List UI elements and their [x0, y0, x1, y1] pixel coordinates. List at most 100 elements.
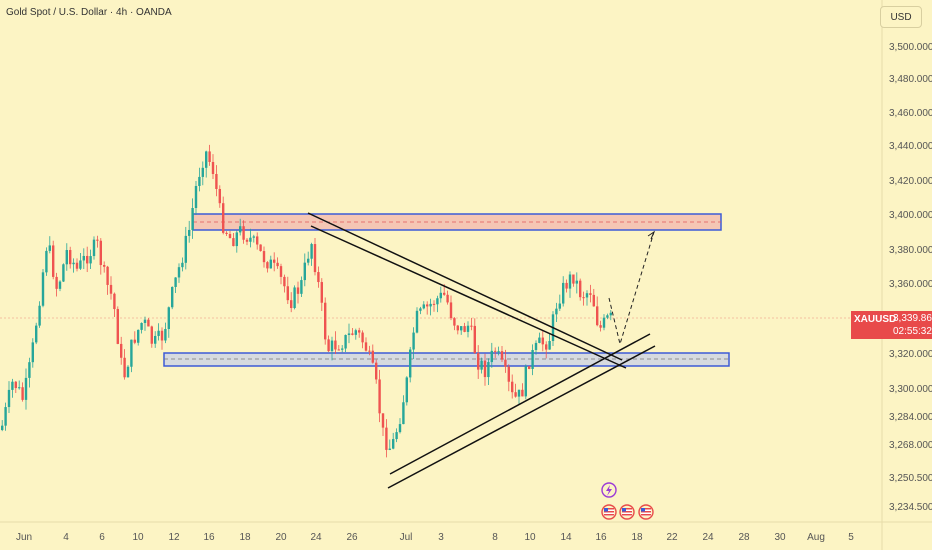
- candle-body: [137, 329, 140, 343]
- candle-body: [412, 332, 415, 350]
- lightning-icon[interactable]: [601, 482, 617, 498]
- candle-body: [194, 185, 198, 209]
- candle-body: [589, 293, 592, 295]
- candle-body: [504, 359, 507, 367]
- descending-trendline-pair[interactable]: [307, 212, 627, 369]
- candle-body: [171, 286, 174, 308]
- candle-body: [490, 350, 493, 363]
- candle-body: [514, 392, 517, 397]
- time-tick: 10: [132, 532, 144, 543]
- candle-body: [208, 151, 211, 162]
- candle-body: [242, 226, 245, 240]
- price-axis[interactable]: 3,500.000 3,480.000 3,460.000 3,440.000 …: [889, 42, 932, 513]
- candle-body: [456, 325, 459, 331]
- price-tick: 3,250.500: [889, 473, 932, 484]
- candle-body: [402, 402, 405, 425]
- chart-title: Gold Spot / U.S. Dollar · 4h · OANDA: [6, 7, 172, 18]
- time-tick: 12: [168, 532, 180, 543]
- candle-body: [69, 250, 72, 265]
- us-flag-icon[interactable]: [601, 504, 617, 520]
- candle-body: [99, 240, 102, 266]
- candle-body: [572, 274, 575, 284]
- candle-body: [157, 330, 160, 336]
- candle-body: [181, 262, 184, 268]
- candle-body: [334, 340, 337, 350]
- price-tick: 3,420.000: [889, 176, 932, 187]
- candle-body: [398, 424, 402, 433]
- price-tick: 3,380.000: [889, 245, 932, 256]
- candle-body: [592, 294, 595, 307]
- event-markers[interactable]: [601, 482, 654, 520]
- candle-body: [191, 208, 194, 230]
- candle-body: [422, 304, 425, 309]
- candle-body: [558, 303, 561, 309]
- candle-body: [154, 335, 157, 344]
- candle-body: [449, 302, 453, 319]
- ascending-trendline-pair[interactable]: [387, 333, 656, 489]
- candle-body: [602, 317, 606, 328]
- time-tick: 30: [774, 532, 786, 543]
- time-tick: 6: [99, 532, 105, 543]
- time-axis[interactable]: Jun 4 6 10 12 16 18 20 24 26 Jul 3 8 10 …: [16, 532, 854, 543]
- support-zone[interactable]: [163, 352, 730, 367]
- candle-body: [276, 262, 279, 267]
- currency-selector-button[interactable]: USD: [880, 6, 922, 28]
- candle-body: [79, 260, 82, 269]
- candle-body: [545, 344, 548, 350]
- candle-body: [460, 326, 463, 331]
- candle-body: [511, 381, 514, 393]
- candle-body: [606, 315, 609, 318]
- time-tick: 8: [492, 532, 498, 543]
- candle-body: [317, 272, 320, 283]
- candle-body: [337, 349, 340, 351]
- price-tick: 3,300.000: [889, 384, 932, 395]
- candle-body: [596, 306, 599, 326]
- candle-body: [330, 340, 334, 352]
- candle-body: [358, 330, 361, 333]
- time-tick: 18: [631, 532, 643, 543]
- candle-body: [562, 282, 565, 304]
- candle-body: [55, 276, 58, 289]
- candle-body: [517, 389, 521, 397]
- candle-body: [364, 342, 368, 351]
- candle-body: [133, 339, 136, 343]
- candle-body: [361, 332, 364, 343]
- candle-body: [609, 312, 612, 316]
- candle-body: [103, 265, 106, 267]
- candle-body: [89, 256, 92, 264]
- candle-body: [75, 262, 79, 269]
- candle-body: [164, 329, 167, 341]
- candle-body: [130, 339, 133, 367]
- candle-body: [235, 232, 238, 247]
- candle-body: [487, 362, 490, 378]
- candle-body: [256, 236, 259, 245]
- candle-body: [534, 342, 538, 350]
- candle-body: [147, 319, 150, 327]
- candle-body: [232, 238, 235, 247]
- candle-body: [395, 432, 398, 440]
- candle-body: [296, 287, 300, 294]
- candle-body: [239, 226, 242, 233]
- candle-body: [252, 236, 255, 238]
- candle-body: [541, 337, 544, 345]
- candle-body: [177, 267, 181, 278]
- candle-body: [225, 232, 228, 234]
- candle-body: [38, 305, 41, 326]
- time-tick: Aug: [807, 532, 825, 543]
- candle-body: [568, 274, 572, 289]
- resistance-zone[interactable]: [192, 213, 722, 231]
- candle-body: [82, 255, 85, 261]
- us-flag-icon[interactable]: [619, 504, 635, 520]
- time-tick: 28: [738, 532, 750, 543]
- us-flag-icon[interactable]: [638, 504, 654, 520]
- candle-body: [167, 307, 170, 330]
- candle-body: [324, 302, 327, 340]
- candle-body: [531, 349, 534, 369]
- candle-body: [344, 334, 347, 349]
- last-price-tag: XAUUSD 3,339.865 02:55:32: [851, 311, 932, 339]
- candle-body: [439, 292, 442, 299]
- time-tick: 26: [346, 532, 358, 543]
- candle-body: [303, 262, 306, 281]
